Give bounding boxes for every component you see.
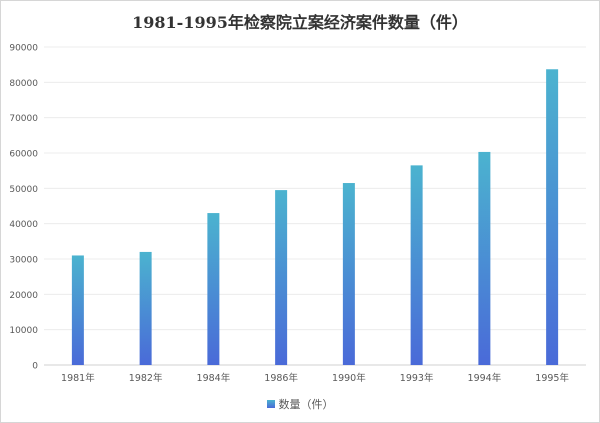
- y-tick-label: 50000: [9, 185, 38, 195]
- bar-1990年[interactable]: [342, 183, 355, 365]
- bar-1981年[interactable]: [71, 255, 84, 365]
- x-tick-label: 1995年: [535, 372, 569, 384]
- x-tick-label: 1981年: [61, 372, 95, 384]
- bar-1984年[interactable]: [207, 213, 220, 365]
- y-tick-label: 0: [32, 362, 38, 372]
- x-tick-label: 1982年: [129, 372, 163, 384]
- y-tick-label: 20000: [9, 291, 38, 301]
- x-tick-label: 1986年: [264, 372, 298, 384]
- y-tick-label: 30000: [9, 256, 38, 266]
- y-tick-label: 10000: [9, 326, 38, 336]
- y-tick-label: 40000: [9, 220, 38, 230]
- x-tick-label: 1984年: [197, 372, 231, 384]
- bar-1982年[interactable]: [139, 251, 152, 365]
- chart-legend[interactable]: 数量（件）: [0, 396, 600, 412]
- y-tick-label: 70000: [9, 114, 38, 124]
- bar-1986年[interactable]: [275, 190, 288, 365]
- y-tick-label: 90000: [9, 44, 38, 54]
- x-tick-label: 1993年: [400, 372, 434, 384]
- bar-1993年[interactable]: [410, 165, 423, 365]
- legend-label: 数量（件）: [278, 398, 334, 411]
- bar-1994年[interactable]: [478, 151, 491, 365]
- x-tick-label: 1990年: [332, 372, 366, 384]
- y-tick-label: 60000: [9, 150, 38, 160]
- y-tick-label: 80000: [9, 79, 38, 89]
- chart-title: 1981-1995年检察院立案经济案件数量（件）: [132, 13, 468, 32]
- x-tick-label: 1994年: [468, 372, 502, 384]
- legend-swatch: [266, 400, 275, 408]
- bar-1995年[interactable]: [546, 69, 559, 365]
